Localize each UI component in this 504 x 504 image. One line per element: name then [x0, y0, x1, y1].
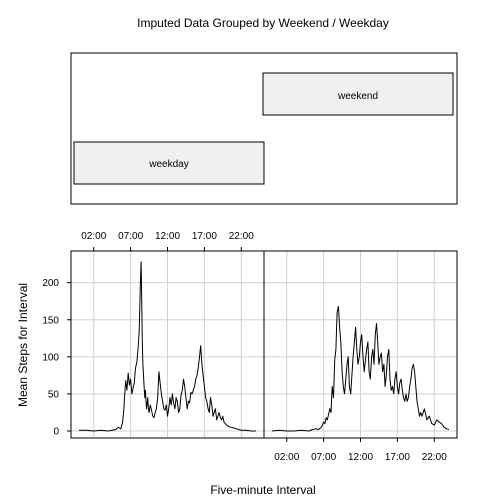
- y-axis-label: Mean Steps for Interval: [16, 283, 30, 407]
- x-tick-label-bottom: 22:00: [422, 452, 447, 463]
- y-tick-label: 50: [48, 389, 60, 400]
- y-tick-label: 100: [42, 352, 59, 363]
- strip-weekend: [262, 72, 454, 116]
- strip-weekday: [73, 141, 265, 185]
- x-tick-label-bottom: 02:00: [274, 452, 299, 463]
- frame-layer: [70, 250, 458, 439]
- chart-title: Imputed Data Grouped by Weekend / Weekda…: [137, 16, 389, 30]
- x-tick-label-bottom: 12:00: [348, 452, 373, 463]
- x-tick-label-top: 17:00: [192, 231, 217, 242]
- line-layer: [79, 261, 450, 432]
- axis-layer: 02:00 02:00 07:00 07:00 12:00 12:00 17:00 17:00…: [42, 231, 447, 463]
- x-tick-label-top: 07:00: [118, 231, 143, 242]
- y-tick-label: 200: [42, 278, 59, 289]
- x-tick-label-top: 12:00: [155, 231, 180, 242]
- strip-label-weekday: weekday: [148, 159, 188, 170]
- series-line-weekday: [79, 261, 256, 432]
- strip-frame-weekend: [70, 52, 458, 205]
- x-axis-label: Five-minute Interval: [210, 483, 315, 497]
- y-tick-label: 0: [53, 427, 59, 438]
- x-tick-label-top: 22:00: [229, 231, 254, 242]
- x-tick-label-bottom: 07:00: [311, 452, 336, 463]
- strip-label-weekend: weekend: [337, 91, 378, 102]
- panel-weekend-strip: [70, 52, 458, 205]
- x-tick-label-bottom: 17:00: [385, 452, 410, 463]
- x-tick-label-top: 02:00: [81, 231, 106, 242]
- y-tick-label: 150: [42, 315, 59, 326]
- grid-layer: [71, 251, 457, 438]
- series-line-weekend: [271, 305, 450, 432]
